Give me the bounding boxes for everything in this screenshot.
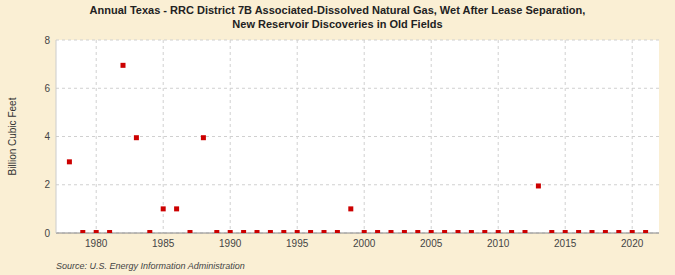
grid-line bbox=[56, 40, 659, 41]
tick-label: 2010 bbox=[487, 238, 510, 249]
x-axis bbox=[56, 233, 659, 234]
plot-area bbox=[56, 40, 659, 233]
background bbox=[0, 0, 675, 275]
point bbox=[295, 230, 300, 233]
tick-label: 2000 bbox=[353, 238, 376, 249]
point bbox=[402, 230, 407, 233]
tick-label: 2020 bbox=[621, 238, 644, 249]
tick-label: 1985 bbox=[152, 238, 175, 249]
point bbox=[590, 230, 595, 233]
tick-label: 8 bbox=[44, 35, 50, 46]
y-axis-label: Billion Cubic Feet bbox=[7, 97, 18, 175]
grid-line bbox=[364, 40, 365, 233]
point bbox=[603, 230, 608, 233]
point bbox=[576, 230, 581, 233]
point bbox=[161, 206, 166, 211]
point bbox=[523, 230, 528, 233]
point bbox=[630, 230, 635, 233]
grid-line bbox=[230, 40, 231, 233]
point bbox=[496, 230, 501, 233]
point bbox=[536, 183, 541, 188]
point bbox=[643, 230, 648, 233]
point bbox=[348, 206, 353, 211]
tick-label: 2 bbox=[44, 179, 50, 190]
grid-line bbox=[498, 40, 499, 233]
point bbox=[228, 230, 233, 233]
point bbox=[469, 230, 474, 233]
point bbox=[335, 230, 340, 233]
point bbox=[509, 230, 514, 233]
point bbox=[389, 230, 394, 233]
grid-line bbox=[297, 40, 298, 233]
point bbox=[482, 230, 487, 233]
point bbox=[214, 230, 219, 233]
point bbox=[174, 206, 179, 211]
point bbox=[121, 63, 126, 68]
tick-label: 0 bbox=[44, 228, 50, 239]
point bbox=[429, 230, 434, 233]
point bbox=[107, 230, 112, 233]
point bbox=[201, 135, 206, 140]
point bbox=[188, 230, 193, 233]
point bbox=[241, 230, 246, 233]
point bbox=[80, 230, 85, 233]
source: Source: U.S. Energy Information Administ… bbox=[56, 261, 245, 271]
point bbox=[362, 230, 367, 233]
point bbox=[147, 230, 152, 233]
point bbox=[375, 230, 380, 233]
point bbox=[322, 230, 327, 233]
tick-label: 1990 bbox=[219, 238, 242, 249]
point bbox=[456, 230, 461, 233]
grid-line bbox=[163, 40, 164, 233]
grid-line bbox=[56, 233, 659, 234]
point bbox=[67, 159, 72, 164]
tick-label: 4 bbox=[44, 131, 50, 142]
tick-label: 1995 bbox=[286, 238, 309, 249]
tick-label: 1980 bbox=[85, 238, 108, 249]
y-axis bbox=[56, 40, 57, 233]
tick-label: 2005 bbox=[420, 238, 443, 249]
grid-line bbox=[632, 40, 633, 233]
title: Annual Texas - RRC District 7B Associate… bbox=[90, 4, 586, 30]
point bbox=[255, 230, 260, 233]
tick-label: 6 bbox=[44, 83, 50, 94]
point bbox=[415, 230, 420, 233]
tick-label: 2015 bbox=[554, 238, 577, 249]
point bbox=[281, 230, 286, 233]
grid bbox=[56, 40, 659, 233]
point bbox=[616, 230, 621, 233]
point bbox=[549, 230, 554, 233]
point bbox=[134, 135, 139, 140]
grid-line bbox=[565, 40, 566, 233]
point bbox=[308, 230, 313, 233]
grid-line bbox=[431, 40, 432, 233]
grid-line bbox=[56, 88, 659, 89]
point bbox=[442, 230, 447, 233]
point bbox=[268, 230, 273, 233]
point bbox=[94, 230, 99, 233]
grid-line bbox=[56, 184, 659, 185]
chart: Annual Texas - RRC District 7B Associate… bbox=[0, 0, 675, 275]
points bbox=[67, 63, 648, 233]
point bbox=[563, 230, 568, 233]
grid-line bbox=[96, 40, 97, 233]
grid-line bbox=[56, 136, 659, 137]
